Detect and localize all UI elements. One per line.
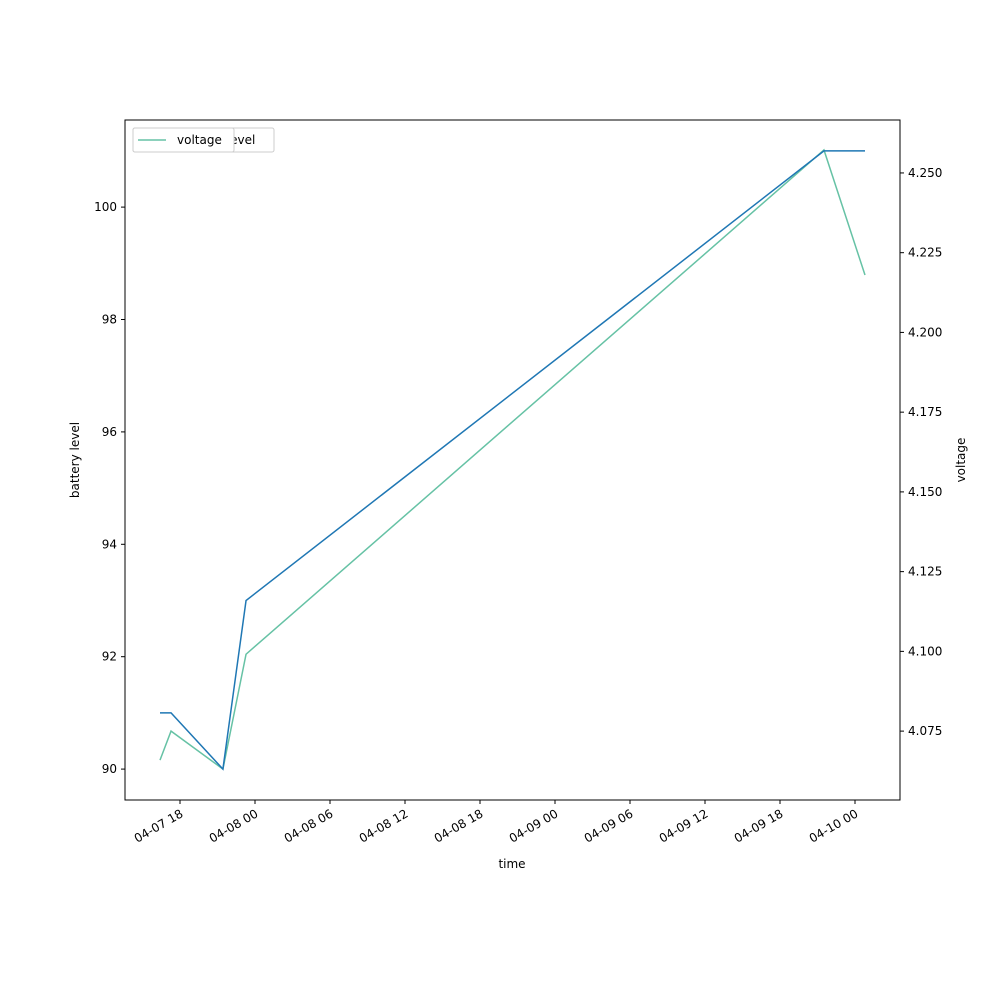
x-tick-label: 04-08 18 <box>432 806 486 845</box>
y2-axis-label: voltage <box>954 438 968 483</box>
y-tick-label: 90 <box>102 762 117 776</box>
series-line <box>159 148 866 771</box>
y2-tick-label: 4.150 <box>908 485 942 499</box>
x-tick-label: 04-10 00 <box>807 806 861 845</box>
y2-tick-label: 4.100 <box>908 644 942 658</box>
x-tick-label: 04-08 12 <box>357 806 411 845</box>
y-axis-label: battery level <box>68 422 82 498</box>
y-tick-label: 92 <box>102 650 117 664</box>
legend-label: voltage <box>177 133 222 147</box>
y-tick-label: 100 <box>94 200 117 214</box>
y-tick-label: 96 <box>102 425 117 439</box>
x-tick-label: 04-09 18 <box>732 806 786 845</box>
plot-frame <box>124 119 901 801</box>
y2-tick-label: 4.200 <box>908 325 942 339</box>
series-line <box>160 150 865 771</box>
x-tick-label: 04-08 06 <box>282 806 336 845</box>
y2-tick-label: 4.175 <box>908 405 942 419</box>
x-axis-label: time <box>498 857 525 871</box>
y-tick-label: 98 <box>102 313 117 327</box>
x-tick-label: 04-09 00 <box>507 806 561 845</box>
y2-tick-label: 4.125 <box>908 565 942 579</box>
y2-tick-label: 4.225 <box>908 246 942 260</box>
y-tick-label: 94 <box>102 537 117 551</box>
x-tick-label: 04-09 12 <box>657 806 711 845</box>
y2-tick-label: 4.250 <box>908 166 942 180</box>
x-tick-label: 04-09 06 <box>582 806 636 845</box>
y2-tick-label: 4.075 <box>908 724 942 738</box>
legend-box <box>132 127 235 153</box>
legend: voltage <box>132 127 235 153</box>
x-tick-label: 04-08 00 <box>207 806 261 845</box>
x-tick-label: 04-07 18 <box>132 806 186 845</box>
